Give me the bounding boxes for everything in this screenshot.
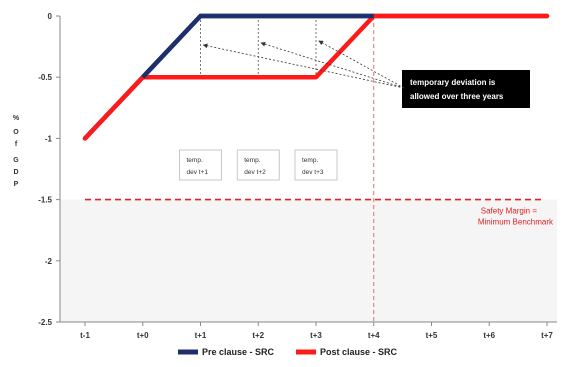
x-tick-label: t+2 <box>252 331 264 340</box>
y-axis-label-char: O <box>13 129 19 136</box>
legend-label: Post clause - SRC <box>320 347 398 357</box>
y-tick-label: 0 <box>48 12 53 21</box>
x-tick-label: t+0 <box>137 331 149 340</box>
callout-text: temporary deviation is <box>410 78 496 87</box>
temp-dev-box <box>236 149 280 181</box>
y-axis-label-char: % <box>13 115 20 122</box>
y-axis-label-char: D <box>13 169 18 176</box>
callout-text: allowed over three years <box>410 92 504 101</box>
series-line-post-clause <box>82 13 550 141</box>
x-tick-label: t+3 <box>310 331 322 340</box>
callout-arrow <box>318 40 405 89</box>
callout-box <box>402 70 530 108</box>
x-tick-label: t+4 <box>368 331 380 340</box>
temp-dev-box <box>294 149 338 181</box>
legend-label: Pre clause - SRC <box>202 347 275 357</box>
y-tick-label: -2.5 <box>38 318 52 327</box>
callout-arrow <box>260 41 405 89</box>
x-tick-label: t+1 <box>195 331 207 340</box>
temp-dev-box-label: temp. <box>244 157 260 164</box>
temp-dev-box <box>179 149 222 181</box>
temp-dev-box-label: dev t+3 <box>302 169 324 176</box>
temp-dev-box-label: dev t+1 <box>187 169 209 176</box>
temp-dev-box-label: temp. <box>187 157 203 164</box>
x-tick-label: t+5 <box>426 331 438 340</box>
temp-dev-box-label: dev t+2 <box>244 169 266 176</box>
x-tick-label: t-1 <box>80 331 90 340</box>
y-tick-label: -2 <box>45 257 53 266</box>
safety-margin-label: Minimum Benchmark <box>478 218 554 227</box>
temp-dev-box-label: temp. <box>302 157 318 164</box>
y-axis-label-char: G <box>13 157 19 164</box>
safety-margin-label: Safety Margin = <box>481 207 538 216</box>
series-line-pre-clause-overlay <box>141 13 374 79</box>
below-safety-shading <box>60 199 557 322</box>
y-tick-label: -1 <box>45 134 53 143</box>
x-tick-label: t+7 <box>541 331 553 340</box>
y-axis-label-char: f <box>15 141 18 148</box>
y-tick-label: -0.5 <box>38 73 52 82</box>
x-tick-label: t+6 <box>483 331 495 340</box>
y-axis-label-char: P <box>14 181 19 188</box>
y-tick-label: -1.5 <box>38 196 52 205</box>
